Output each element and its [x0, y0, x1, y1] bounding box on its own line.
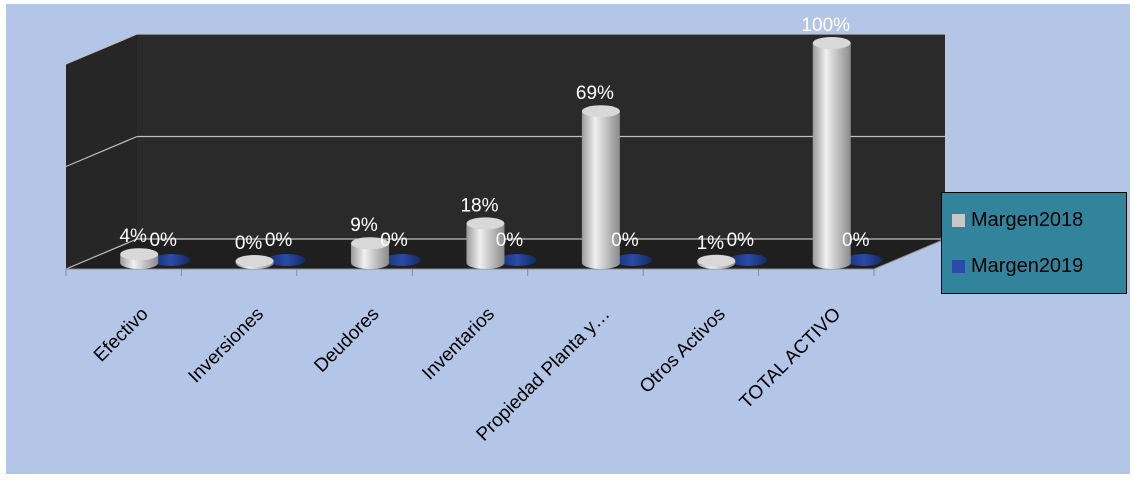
- bar-series-2: [152, 254, 191, 266]
- category-label: TOTAL ACTIVO: [736, 304, 845, 413]
- bar-series-2: [498, 254, 537, 266]
- data-label-series-1: 18%: [460, 195, 498, 216]
- data-label-series-1: 1%: [697, 233, 725, 254]
- data-label-series-1: 69%: [576, 83, 614, 104]
- legend-label-series-2: Margen2019: [971, 255, 1084, 277]
- data-label-series-2: 0%: [265, 230, 293, 251]
- gridline: [65, 33, 138, 65]
- legend-swatch-series-2: [952, 260, 965, 273]
- data-label-series-2: 0%: [611, 230, 639, 251]
- bar-series-1: [235, 255, 274, 269]
- chart-area: 4% 0% 0% 0% 9% 0% 18% 0% 69% 0% 1% 0% 100% 0% Efectiv…: [6, 4, 1130, 474]
- bar-series-1-body: [581, 111, 620, 269]
- data-label-series-2: 0%: [727, 230, 755, 251]
- bar-series-2: [613, 254, 652, 266]
- legend-item-series-1: Margen2018: [952, 209, 1083, 232]
- data-label-series-1: 100%: [801, 15, 850, 36]
- data-label-series-1: 4%: [119, 226, 147, 247]
- bar-series-1-body: [466, 223, 505, 269]
- data-labels: 4% 0% 0% 0%9%0%18%0%69%0% 1% 0%100%0%: [119, 15, 869, 254]
- bar-series-1-top: [581, 105, 620, 118]
- data-label-series-2: 0%: [380, 230, 408, 251]
- legend-swatch-series-1: [952, 214, 965, 227]
- legend: Margen2018 Margen2019: [941, 192, 1127, 294]
- bar-series-1-top: [120, 248, 159, 261]
- bar-series-1-body: [812, 43, 851, 269]
- data-label-series-2: 0%: [496, 230, 524, 251]
- gridlines: [65, 33, 946, 270]
- bar-series-1-top: [812, 37, 851, 49]
- bar-series-1: [351, 237, 390, 269]
- category-label: Inversiones: [185, 304, 269, 388]
- bar-series-2: [844, 254, 883, 266]
- x-axis: Efectivo Inversiones Deudores InventariosPr…: [65, 269, 875, 446]
- bar-series-1: [697, 254, 736, 269]
- legend-label-series-1: Margen2018: [971, 209, 1084, 231]
- bar-series-1: [812, 37, 851, 269]
- category-label: Deudores: [310, 304, 383, 377]
- bar-series-2: [267, 254, 306, 266]
- bars: [120, 37, 883, 269]
- gridline: [65, 135, 138, 168]
- bar-series-2: [729, 254, 768, 266]
- data-label-series-1: 9%: [350, 215, 378, 236]
- category-label: Propiedad Planta y…: [473, 304, 615, 446]
- data-label-series-2: 0%: [842, 230, 870, 251]
- data-label-series-2: 0%: [149, 230, 177, 251]
- category-label: Otros Activos: [636, 304, 730, 398]
- category-label: Efectivo: [90, 304, 153, 367]
- bar-series-1-top: [351, 237, 390, 250]
- data-label-series-1: 0%: [235, 233, 263, 254]
- bar-series-1-top: [235, 255, 274, 267]
- bar-series-1: [581, 105, 620, 269]
- legend-item-series-2: Margen2019: [952, 255, 1083, 278]
- bar-series-1: [120, 248, 159, 269]
- bar-series-1-body: [351, 243, 390, 269]
- bar-series-1: [466, 217, 505, 269]
- bar-series-2: [383, 254, 422, 266]
- category-label: Inventarios: [418, 304, 499, 385]
- gridline: [65, 238, 138, 270]
- floor-right-edge: [873, 238, 946, 270]
- chart-svg: 4% 0% 0% 0%9%0%18%0%69%0% 1% 0%100%0% Efectiv…: [65, 15, 946, 446]
- bar-series-1-top: [466, 217, 505, 230]
- bar-series-1-top: [697, 254, 736, 267]
